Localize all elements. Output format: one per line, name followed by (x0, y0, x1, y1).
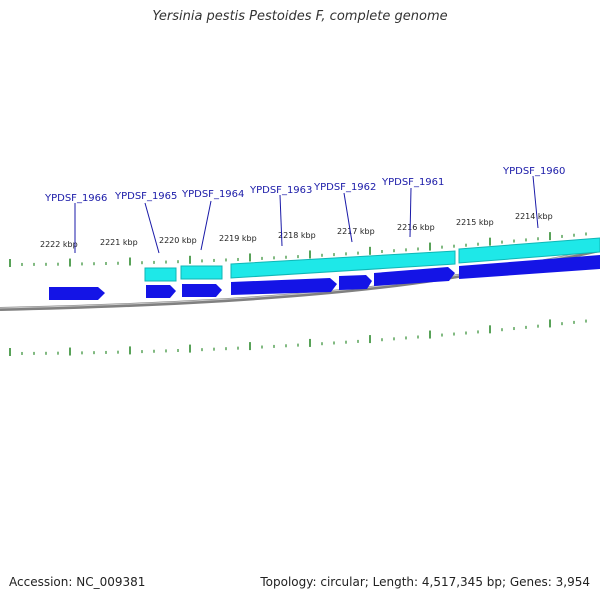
gene-label-ypdsf-1963[interactable]: YPDSF_1963 (249, 185, 312, 196)
gene-block-ypdsf-1963[interactable] (231, 278, 337, 295)
gene-label-ypdsf-1961[interactable]: YPDSF_1961 (381, 177, 444, 188)
gene-block-ypdsf-1966[interactable] (49, 287, 105, 300)
leader-line (279, 194, 283, 247)
genome-stats-text: Topology: circular; Length: 4,517,345 bp… (260, 575, 590, 589)
ruler-label: 2215 kbp (456, 218, 494, 227)
ruler-label: 2217 kbp (337, 227, 375, 236)
ruler-label: 2214 kbp (515, 212, 553, 221)
leader-line (343, 192, 353, 243)
cyan-block-3[interactable] (230, 250, 456, 279)
genome-title: Yersinia pestis Pestoides F, complete ge… (152, 9, 448, 24)
cyan-block-4[interactable] (458, 237, 600, 264)
ruler-label: 2219 kbp (219, 234, 257, 243)
gene-label-ypdsf-1964[interactable]: YPDSF_1964 (181, 189, 244, 200)
ruler-labels: 2222 kbp 2221 kbp 2220 kbp 2219 kbp 2218… (40, 212, 553, 249)
ruler-label: 2220 kbp (159, 236, 197, 245)
gene-block-ypdsf-1961[interactable] (374, 267, 455, 286)
ruler-label: 2222 kbp (40, 240, 78, 249)
accession-text: Accession: NC_009381 (9, 575, 146, 589)
gene-label-ypdsf-1962[interactable]: YPDSF_1962 (313, 182, 376, 193)
ruler-ticks-lower (9, 319, 587, 356)
gene-block-ypdsf-1960[interactable] (459, 255, 600, 279)
forward-strand-genes (144, 237, 600, 282)
gene-block-ypdsf-1965[interactable] (146, 285, 176, 298)
ruler-ticks-upper (9, 232, 587, 267)
cyan-block-1[interactable] (144, 267, 177, 282)
gene-labels: YPDSF_1966 YPDSF_1965 YPDSF_1964 YPDSF_1… (44, 166, 565, 204)
cyan-block-2[interactable] (180, 265, 223, 280)
gene-label-lines (74, 175, 539, 254)
gene-label-ypdsf-1965[interactable]: YPDSF_1965 (114, 191, 177, 202)
ruler-label: 2221 kbp (100, 238, 138, 247)
gene-label-ypdsf-1966[interactable]: YPDSF_1966 (44, 193, 107, 204)
reverse-strand-genes (49, 255, 600, 300)
ruler-label: 2218 kbp (278, 231, 316, 240)
gene-block-ypdsf-1962[interactable] (339, 275, 372, 290)
gene-block-ypdsf-1964[interactable] (182, 284, 222, 297)
gene-label-ypdsf-1960[interactable]: YPDSF_1960 (502, 166, 565, 177)
ruler-label: 2216 kbp (397, 223, 435, 232)
leader-line (409, 187, 412, 238)
leader-line (200, 200, 212, 251)
leader-line (144, 202, 160, 254)
leader-line (532, 175, 539, 229)
